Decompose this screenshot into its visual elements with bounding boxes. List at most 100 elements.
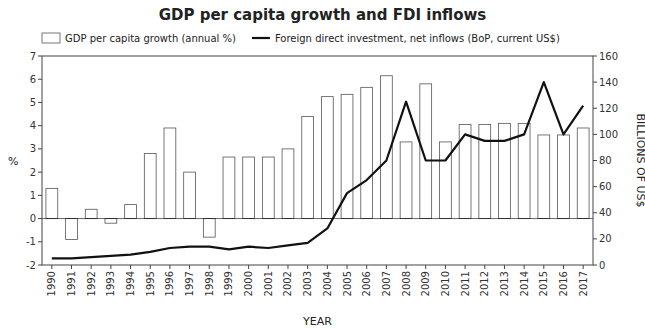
x-tick-label: 2009 — [420, 271, 431, 296]
x-tick-label: 2007 — [381, 271, 392, 296]
y2-tick — [593, 265, 597, 266]
x-tick-label: 1993 — [105, 271, 116, 296]
x-tick — [425, 265, 426, 269]
x-tick-label: 2002 — [282, 271, 293, 296]
y-tick — [38, 241, 42, 242]
x-tick-label: 1995 — [145, 271, 156, 296]
x-tick — [465, 265, 466, 269]
y2-tick — [593, 186, 597, 187]
y2-tick — [593, 56, 597, 57]
legend-swatch — [252, 37, 270, 39]
x-tick-label: 1992 — [86, 271, 97, 296]
y2-tick — [593, 160, 597, 161]
bar — [400, 142, 412, 219]
bar — [577, 128, 589, 219]
y2-tick-label: 60 — [599, 181, 612, 192]
x-tick-label: 2006 — [361, 271, 372, 296]
y-tick — [38, 148, 42, 149]
y2-tick — [593, 212, 597, 213]
y2-tick-label: 120 — [599, 103, 618, 114]
bar — [262, 157, 274, 219]
x-tick — [583, 265, 584, 269]
y2-tick-label: 80 — [599, 155, 612, 166]
y-tick — [38, 79, 42, 80]
y2-tick-label: 40 — [599, 207, 612, 218]
x-tick-label: 2010 — [440, 271, 451, 296]
x-tick-label: 2001 — [263, 271, 274, 296]
x-tick-label: 2008 — [401, 271, 412, 296]
y2-tick-label: 100 — [599, 129, 618, 140]
x-tick — [268, 265, 269, 269]
y2-tick-label: 160 — [599, 51, 618, 62]
legend-label: Foreign direct investment, net inflows (… — [275, 33, 560, 44]
x-tick — [386, 265, 387, 269]
bar — [538, 135, 550, 219]
y-axis-label: % — [8, 155, 18, 168]
x-tick-label: 1996 — [164, 271, 175, 296]
bar — [361, 87, 373, 218]
y-tick-label: 7 — [30, 51, 36, 62]
x-tick-label: 2000 — [243, 271, 254, 296]
x-tick-label: 2015 — [538, 271, 549, 296]
x-axis-label: YEAR — [302, 315, 332, 328]
y2-axis-label: BILLIONS OF US$ — [634, 113, 645, 207]
x-tick-label: 2011 — [460, 271, 471, 296]
x-tick-label: 1997 — [184, 271, 195, 296]
bar — [46, 188, 58, 218]
legend-item: Foreign direct investment, net inflows (… — [252, 33, 560, 44]
legend: GDP per capita growth (annual %) Foreign … — [42, 33, 560, 44]
y2-tick-label: 0 — [599, 260, 605, 271]
bar — [105, 219, 117, 224]
x-tick — [484, 265, 485, 269]
x-tick — [307, 265, 308, 269]
y-tick — [38, 265, 42, 266]
x-tick — [406, 265, 407, 269]
bar — [499, 123, 511, 218]
bar — [85, 209, 97, 218]
x-tick-label: 2014 — [519, 271, 530, 296]
bar — [518, 123, 530, 218]
bar — [243, 157, 255, 219]
x-tick — [327, 265, 328, 269]
y-tick-label: 3 — [30, 143, 36, 154]
x-tick — [169, 265, 170, 269]
bar — [558, 135, 570, 219]
plot-data — [46, 76, 589, 259]
x-tick-label: 2012 — [479, 271, 490, 296]
bar — [144, 154, 156, 219]
y-tick — [38, 56, 42, 57]
x-tick-label: 1991 — [66, 271, 77, 296]
y-tick — [38, 195, 42, 196]
x-tick — [150, 265, 151, 269]
x-tick — [445, 265, 446, 269]
x-tick — [209, 265, 210, 269]
chart: GDP per capita growth and FDI inflows-2-… — [0, 0, 645, 329]
legend-label: GDP per capita growth (annual %) — [65, 33, 236, 44]
x-tick — [51, 265, 52, 269]
x-tick-label: 2017 — [578, 271, 589, 296]
bar — [321, 97, 333, 219]
legend-item: GDP per capita growth (annual %) — [42, 33, 236, 44]
line — [52, 82, 583, 258]
y-tick-label: 6 — [30, 74, 36, 85]
y2-tick — [593, 82, 597, 83]
x-tick-label: 1998 — [204, 271, 215, 296]
y-tick — [38, 172, 42, 173]
bar — [66, 219, 78, 240]
bar — [223, 157, 235, 219]
x-tick-label: 2016 — [558, 271, 569, 296]
x-tick-label: 2003 — [302, 271, 313, 296]
x-tick — [563, 265, 564, 269]
y2-tick — [593, 108, 597, 109]
y-tick-label: 0 — [30, 213, 36, 224]
y-tick-label: 1 — [30, 190, 36, 201]
y-tick — [38, 125, 42, 126]
bar — [302, 116, 314, 218]
x-tick-label: 2013 — [499, 271, 510, 296]
x-tick — [347, 265, 348, 269]
y2-tick-label: 140 — [599, 77, 618, 88]
y-tick-label: 2 — [30, 167, 36, 178]
x-tick — [543, 265, 544, 269]
y-tick-label: -2 — [26, 260, 36, 271]
y-tick — [38, 218, 42, 219]
